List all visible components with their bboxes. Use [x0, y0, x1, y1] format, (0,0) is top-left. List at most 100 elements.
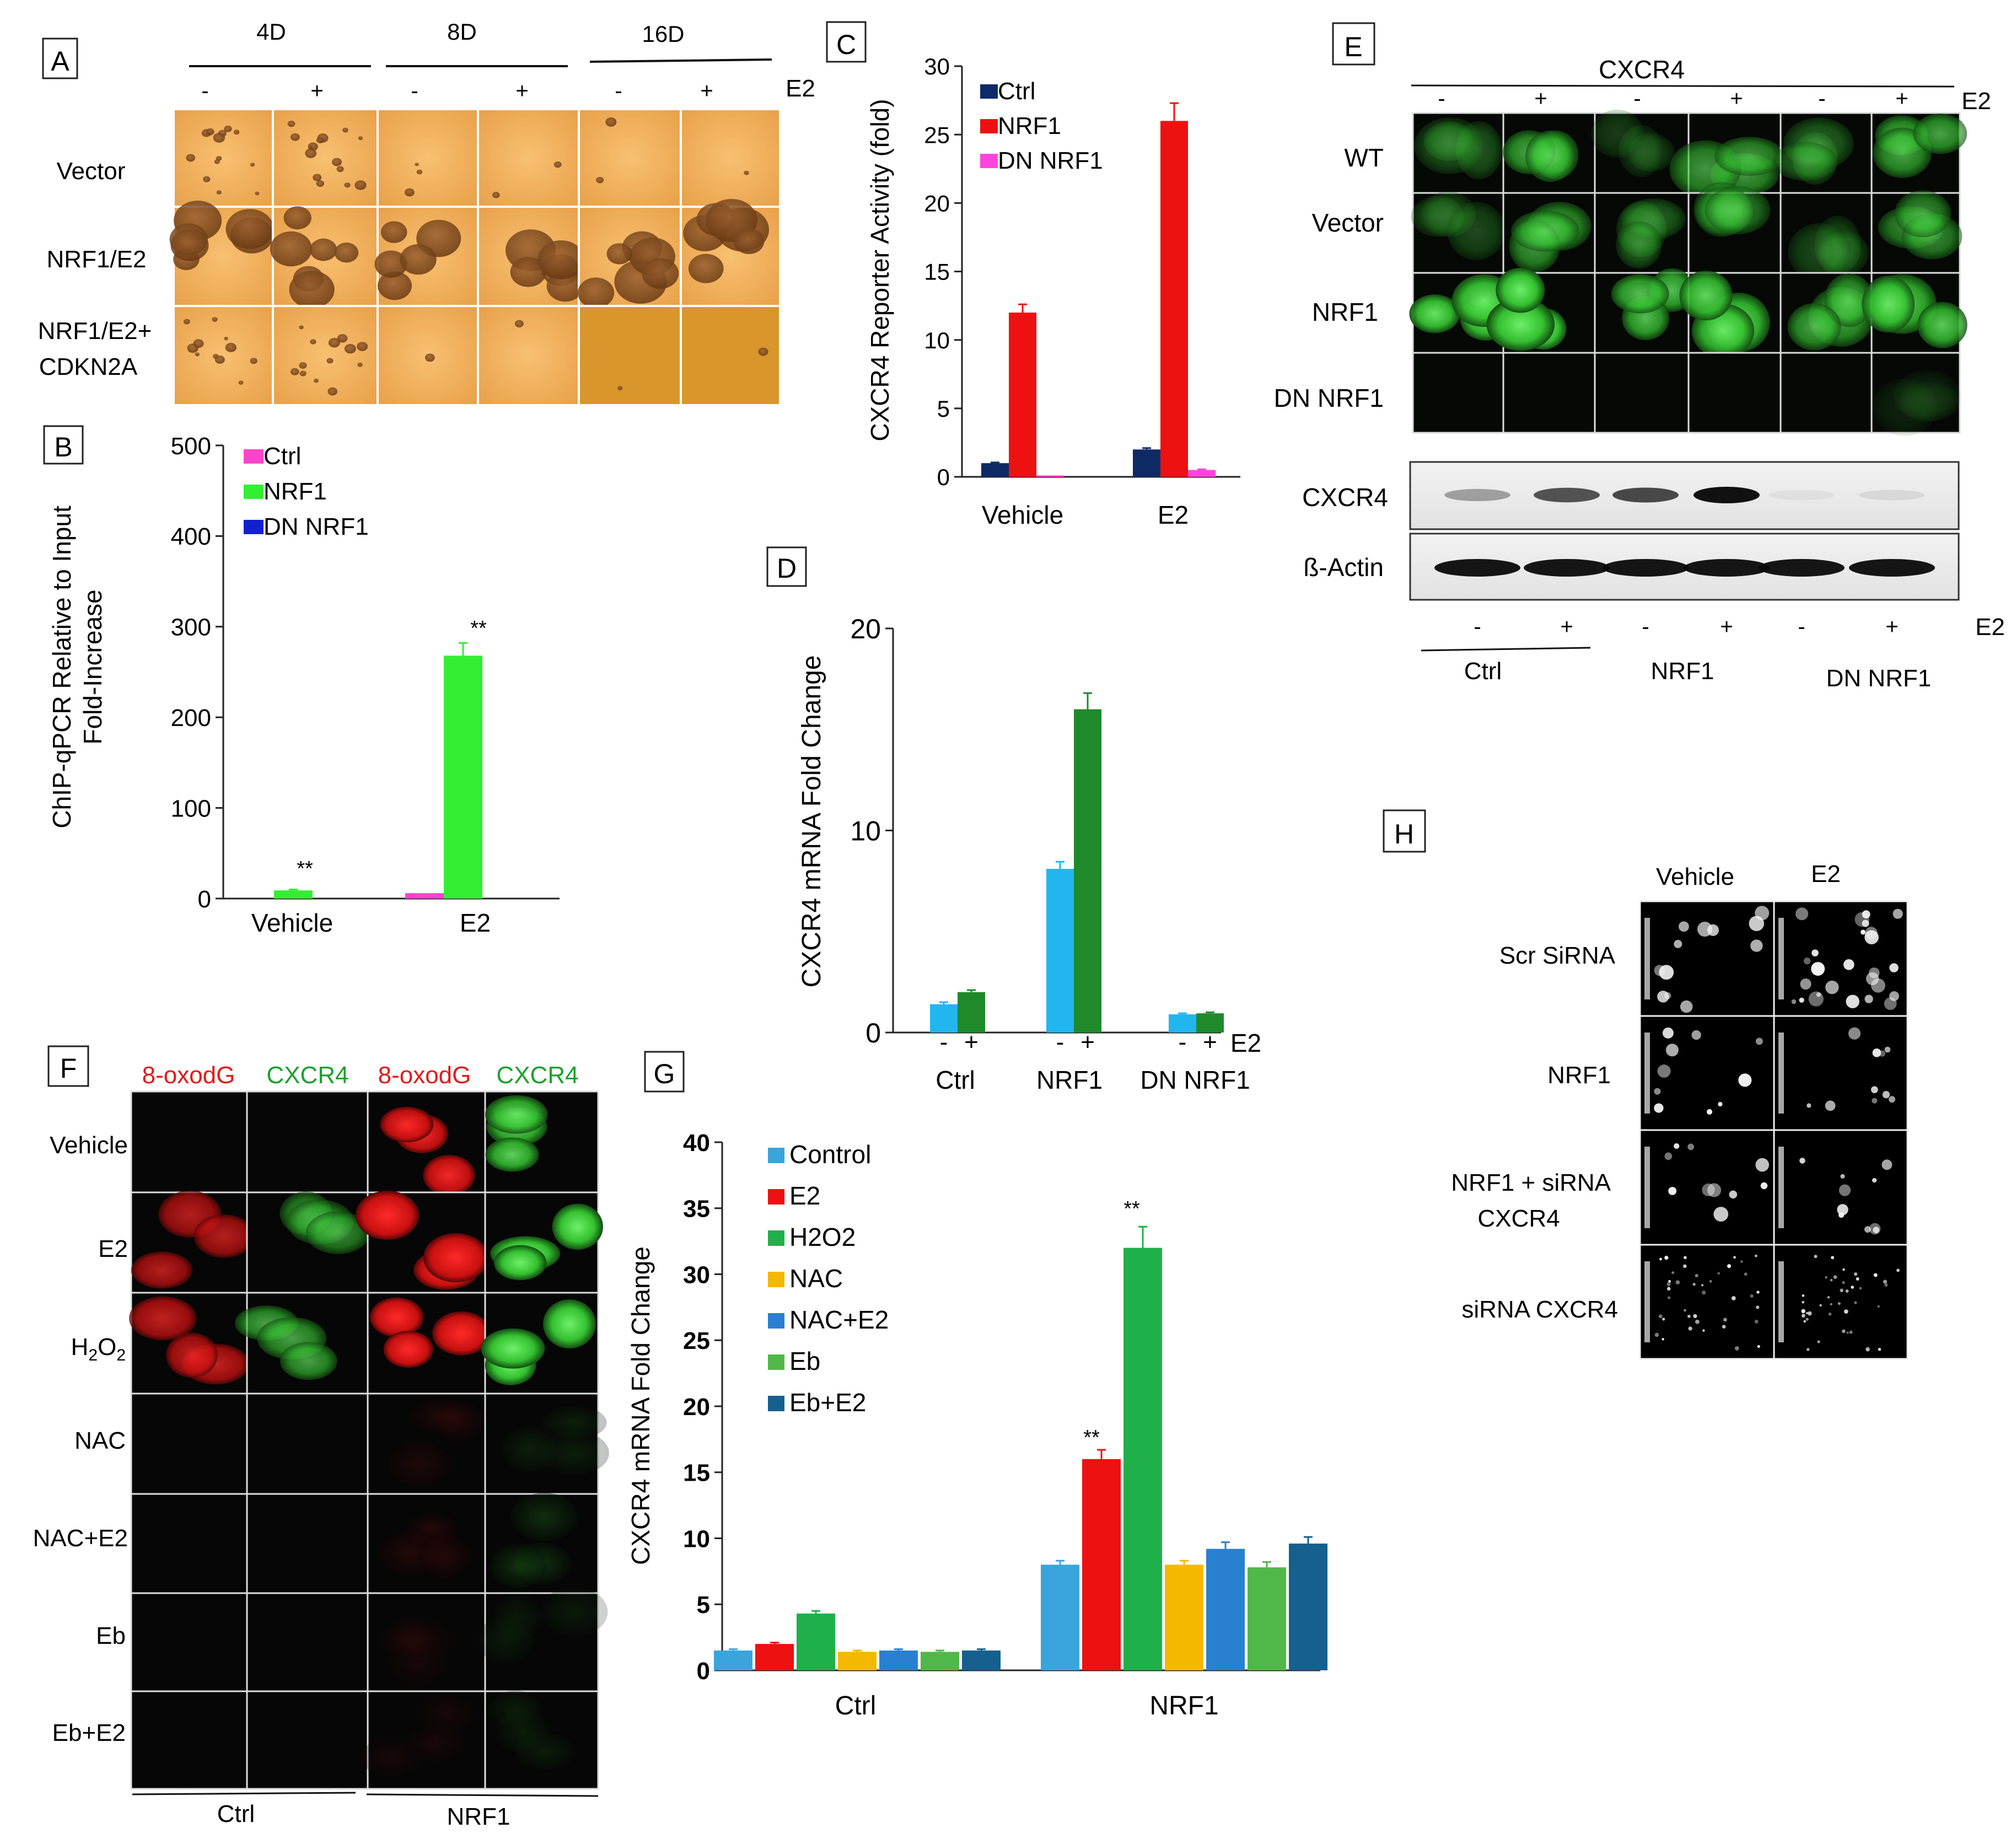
- bright-spot: [1851, 1286, 1854, 1289]
- bright-spot: [1654, 1332, 1659, 1337]
- row-label: Vehicle: [50, 1132, 128, 1159]
- panel-letter: F: [60, 1053, 77, 1084]
- green-cell: [481, 1328, 545, 1369]
- if-image-cell: [1594, 352, 1690, 434]
- y-axis-label-line: Fold-Increase: [78, 589, 107, 744]
- colony-image-cell: [578, 305, 682, 406]
- y-axis-label: CXCR4 Reporter Activity (fold): [865, 99, 894, 441]
- bright-spot: [1799, 997, 1804, 1003]
- colony: [224, 125, 232, 132]
- panel-a: A 4D 8D 16D - + - + - + E2 Vector NRF1/E…: [38, 19, 815, 406]
- bright-spot: [1882, 1091, 1890, 1099]
- bright-spot: [1731, 1296, 1736, 1300]
- column-header-green: CXCR4: [496, 1062, 578, 1089]
- bright-spot: [1702, 1329, 1705, 1332]
- bar-e2: [755, 1644, 794, 1670]
- colony: [310, 238, 337, 261]
- bright-spot: [1754, 1320, 1759, 1324]
- bright-spot: [1664, 1152, 1673, 1160]
- green-cell: [540, 1406, 607, 1439]
- panel-h: H Vehicle E2 Scr SiRNA NRF1 NRF1 + siRNA…: [1383, 809, 1909, 1360]
- red-nucleus: [193, 1214, 255, 1258]
- y-axis-label: ChIP-qPCR Relative to InputFold-Increase: [47, 506, 107, 829]
- e2-label: E2: [1975, 614, 2005, 641]
- colony: [374, 250, 407, 278]
- bright-spot: [1755, 1158, 1770, 1172]
- bright-spot: [1831, 1256, 1835, 1260]
- colony-image-cell: [173, 305, 274, 406]
- colony: [758, 347, 768, 356]
- bright-spot: [1665, 1044, 1679, 1057]
- colony: [299, 325, 304, 330]
- green-cell: [490, 1544, 546, 1589]
- sign-label: -: [411, 79, 418, 103]
- sign-label: +: [1720, 615, 1733, 639]
- bright-spot: [1817, 1340, 1820, 1343]
- colony: [336, 166, 344, 173]
- sign-label: +: [310, 79, 323, 103]
- bright-spot: [1662, 1338, 1664, 1341]
- bright-spot: [1846, 1331, 1849, 1334]
- red-nucleus: [380, 1106, 434, 1143]
- bright-spot: [1706, 1109, 1713, 1115]
- colony: [314, 378, 319, 383]
- bright-spot: [1679, 921, 1689, 932]
- panel-letter-box: [1383, 809, 1426, 853]
- colony: [224, 336, 228, 341]
- bright-spot: [1861, 929, 1866, 935]
- legend-label: Ctrl: [264, 443, 301, 470]
- bright-spot: [1869, 1223, 1881, 1235]
- bright-spot: [1873, 1273, 1878, 1277]
- chip-qpcr-chart: 0 100 200 300 400 500 Vehicle E2 ** ** ChIP-qPCR R…: [47, 433, 560, 937]
- blot-label: ß-Actin: [1303, 553, 1384, 582]
- colony-image-cell: [272, 305, 379, 406]
- red-nucleus: [131, 1251, 193, 1289]
- legend-swatch: [980, 119, 998, 133]
- bright-spot: [1757, 1345, 1760, 1348]
- bar-nrf1: [1009, 313, 1036, 477]
- panel-letter-box: [644, 1051, 685, 1093]
- colony: [170, 229, 209, 261]
- bright-spot: [1872, 1177, 1877, 1183]
- bright-spot: [1802, 1300, 1805, 1304]
- colony: [316, 180, 324, 187]
- row-label: siRNA CXCR4: [1461, 1296, 1618, 1323]
- legend-label: Ctrl: [998, 78, 1035, 105]
- bright-spot: [1717, 1272, 1720, 1275]
- bright-spot: [1803, 1320, 1807, 1323]
- colony: [225, 342, 237, 352]
- legend-swatch: [244, 449, 264, 464]
- colony: [377, 271, 412, 300]
- colony: [344, 344, 356, 354]
- y-tick-label: 10: [683, 1525, 710, 1552]
- colony: [308, 145, 313, 149]
- bright-spot: [1843, 959, 1854, 970]
- colony: [203, 176, 211, 182]
- group-label: Ctrl: [217, 1800, 255, 1827]
- sign-label: +: [515, 79, 528, 103]
- bar-eb: [1248, 1567, 1286, 1670]
- y-tick-label: 10: [924, 327, 950, 353]
- bright-spot: [1684, 1256, 1687, 1260]
- group-line: [132, 1792, 356, 1795]
- legend-swatch: [768, 1313, 784, 1329]
- bright-spot: [1856, 1277, 1859, 1281]
- legend-swatch: [980, 84, 998, 99]
- green-cell: [543, 1299, 596, 1349]
- legend-swatch: [768, 1272, 784, 1287]
- column-header-red: 8-oxodG: [142, 1062, 235, 1089]
- colony-image-cell: [377, 108, 479, 208]
- if-image-cell: [1780, 352, 1873, 434]
- scale-bar: [1778, 918, 1784, 999]
- row-label: CXCR4: [1477, 1205, 1560, 1232]
- bright-spot: [1837, 1302, 1841, 1305]
- panel-b: B 0 100 200 300 400 500 Vehicle E2 ** ** ChIP-qPCR…: [43, 425, 560, 937]
- legend-swatch: [768, 1230, 784, 1246]
- blot-strip-cxcr4: [1409, 461, 1960, 530]
- bar-ctrl: [981, 463, 1009, 477]
- fluorescent-cell: [1787, 303, 1841, 351]
- red-nucleus: [360, 1739, 421, 1776]
- y-axis-label: CXCR4 mRNA Fold Change: [626, 1246, 655, 1565]
